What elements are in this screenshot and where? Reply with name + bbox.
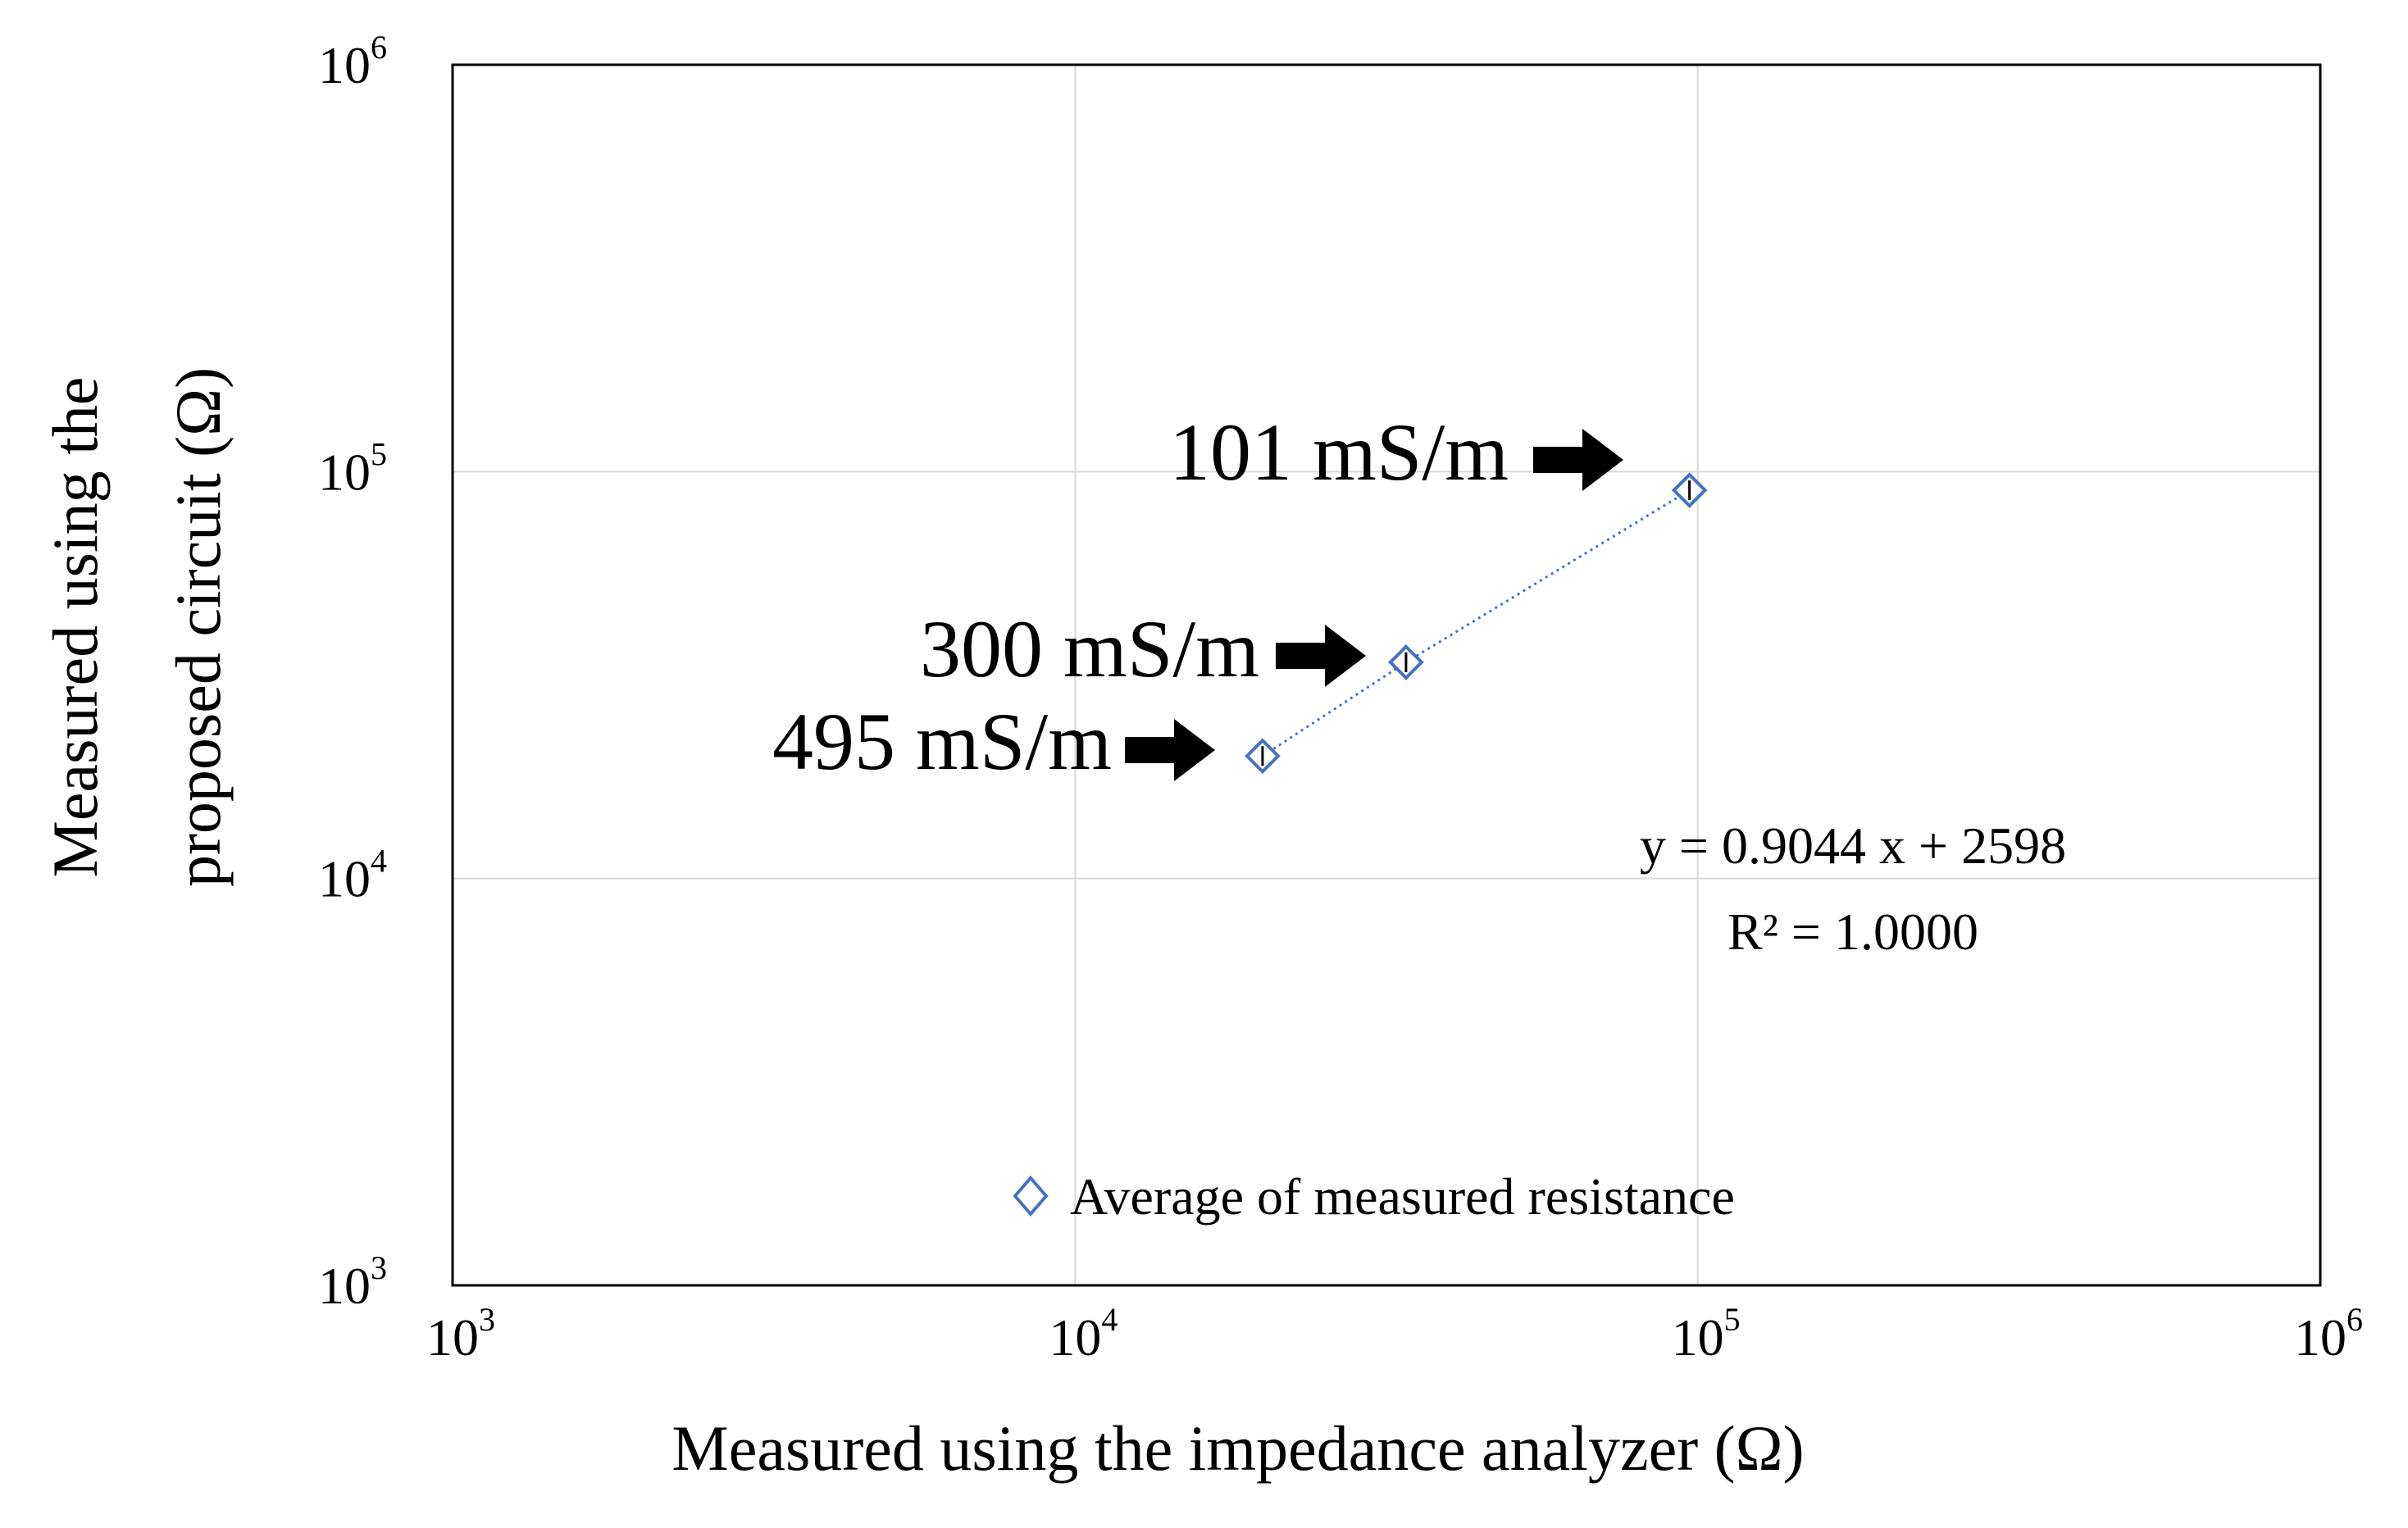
point-annotations: 101 mS/m 300 mS/m 495 mS/m: [772, 407, 1623, 787]
y-tick-label: 106: [318, 29, 387, 94]
y-tick-labels: 103 104 105 106: [318, 29, 387, 1315]
legend: Average of measured resistance: [1013, 1167, 1735, 1226]
annotation-495: 495 mS/m: [772, 696, 1112, 787]
y-tick-label: 103: [318, 1249, 387, 1315]
x-tick-label: 106: [2294, 1301, 2363, 1367]
legend-diamond-icon: [1013, 1175, 1049, 1217]
plot-area: [451, 63, 2322, 1287]
arrow-101-icon: [1533, 429, 1623, 491]
x-tick-label: 105: [1672, 1301, 1741, 1367]
y-tick-label: 104: [318, 843, 387, 908]
x-axis-title: Measured using the impedance analyzer (Ω…: [671, 1412, 1804, 1484]
annotation-300: 300 mS/m: [920, 603, 1259, 694]
x-tick-label: 104: [1049, 1301, 1118, 1367]
y-tick-label: 105: [318, 435, 387, 501]
x-tick-label: 103: [426, 1301, 495, 1367]
arrow-495-icon: [1125, 719, 1215, 781]
y-axis-title-line1: Measured using the: [39, 377, 111, 878]
legend-label: Average of measured resistance: [1070, 1167, 1735, 1226]
trendline-equation: y = 0.9044 x + 2598: [1640, 816, 2066, 875]
x-tick-labels: 103 104 105 106: [426, 1301, 2363, 1367]
trendline: [1262, 489, 1691, 757]
grid: [453, 65, 2320, 1285]
trendline-r2: R² = 1.0000: [1727, 903, 1978, 961]
arrow-300-icon: [1276, 625, 1366, 687]
y-axis-title-line2: proposed circuit (Ω): [162, 367, 234, 887]
data-points: [1245, 472, 1708, 775]
annotation-101: 101 mS/m: [1169, 407, 1509, 498]
